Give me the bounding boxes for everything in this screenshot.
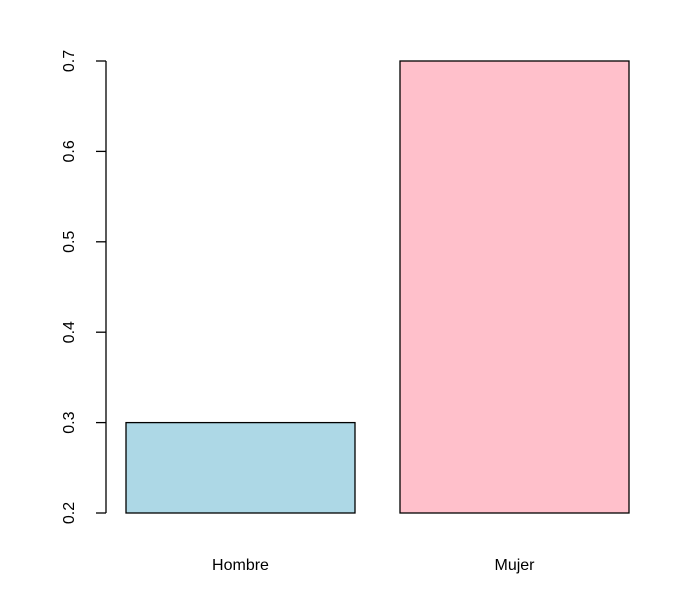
- y-tick-label: 0.7: [61, 50, 78, 72]
- x-category-label: Hombre: [212, 557, 269, 574]
- y-tick-label: 0.4: [61, 321, 78, 343]
- bar-hombre: [125, 421, 356, 514]
- y-tick-label: 0.5: [61, 231, 78, 253]
- y-tick-label: 0.6: [61, 140, 78, 162]
- x-category-label: Mujer: [494, 557, 535, 574]
- y-axis: 0.2 0.3 0.4 0.5 0.6 0.7: [61, 50, 107, 524]
- bars: [125, 60, 630, 514]
- y-tick-label: 0.2: [61, 502, 78, 524]
- y-tick-label: 0.3: [61, 411, 78, 433]
- bar-mujer: [399, 60, 630, 514]
- x-axis-labels: Hombre Mujer: [212, 557, 535, 574]
